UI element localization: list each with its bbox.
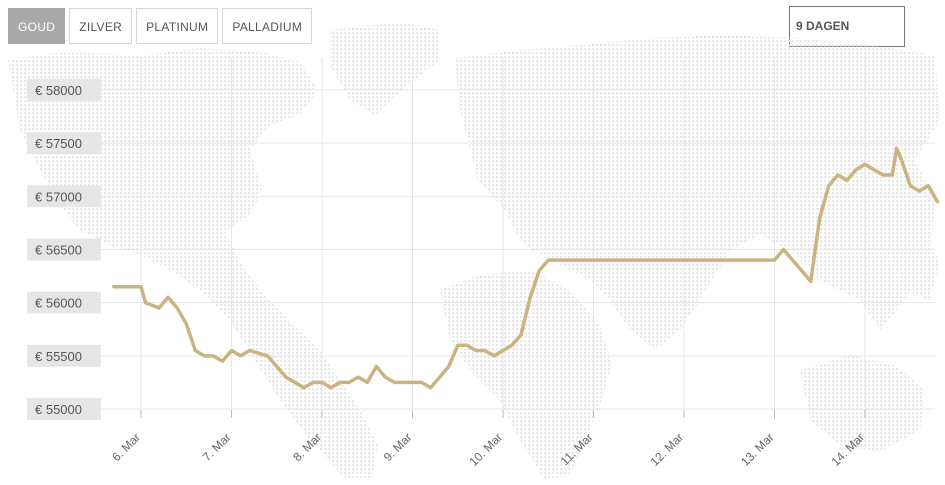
y-tick-label: € 57500 [35,136,82,151]
y-tick-label: € 55500 [35,349,82,364]
y-axis: € 58000 € 57500 € 57000 € 56500 € 56000 € 555… [27,78,101,421]
x-tick-label: 10. Mar [466,430,505,469]
tab-goud[interactable]: GOUD [8,8,66,44]
x-tick-label: 9. Mar [381,430,415,464]
price-line [112,146,940,390]
y-tick-label-bg [27,398,101,421]
y-tick-label-bg [27,185,101,208]
y-tick-label: € 58000 [35,83,82,98]
y-tick-label: € 56000 [35,296,82,311]
tab-palladium[interactable]: PALLADIUM [222,8,313,44]
tab-zilver[interactable]: ZILVER [69,8,133,44]
series-layer [112,146,940,390]
x-tick-label: 7. Mar [200,430,234,464]
x-tick-label: 6. Mar [109,430,143,464]
y-tick-label-bg [27,132,101,155]
world-map-background [8,22,940,480]
y-tick-label-bg [27,78,101,101]
y-tick-label-bg [27,238,101,261]
tab-platinum[interactable]: PLATINUM [136,8,219,44]
y-tick-label-bg [27,344,101,367]
y-tick-label-bg [27,291,101,314]
x-tick-label: 13. Mar [738,430,777,469]
y-tick-label: € 55000 [35,402,82,417]
x-axis: 6. Mar 7. Mar 8. Mar 9. Mar 10. Mar 11. Mar 12… [109,410,867,469]
y-tick-label: € 57000 [35,189,82,204]
x-tick-label: 12. Mar [647,430,686,469]
y-tick-label: € 56500 [35,242,82,257]
metal-tabs: GOUD ZILVER PLATINUM PALLADIUM [8,8,313,44]
